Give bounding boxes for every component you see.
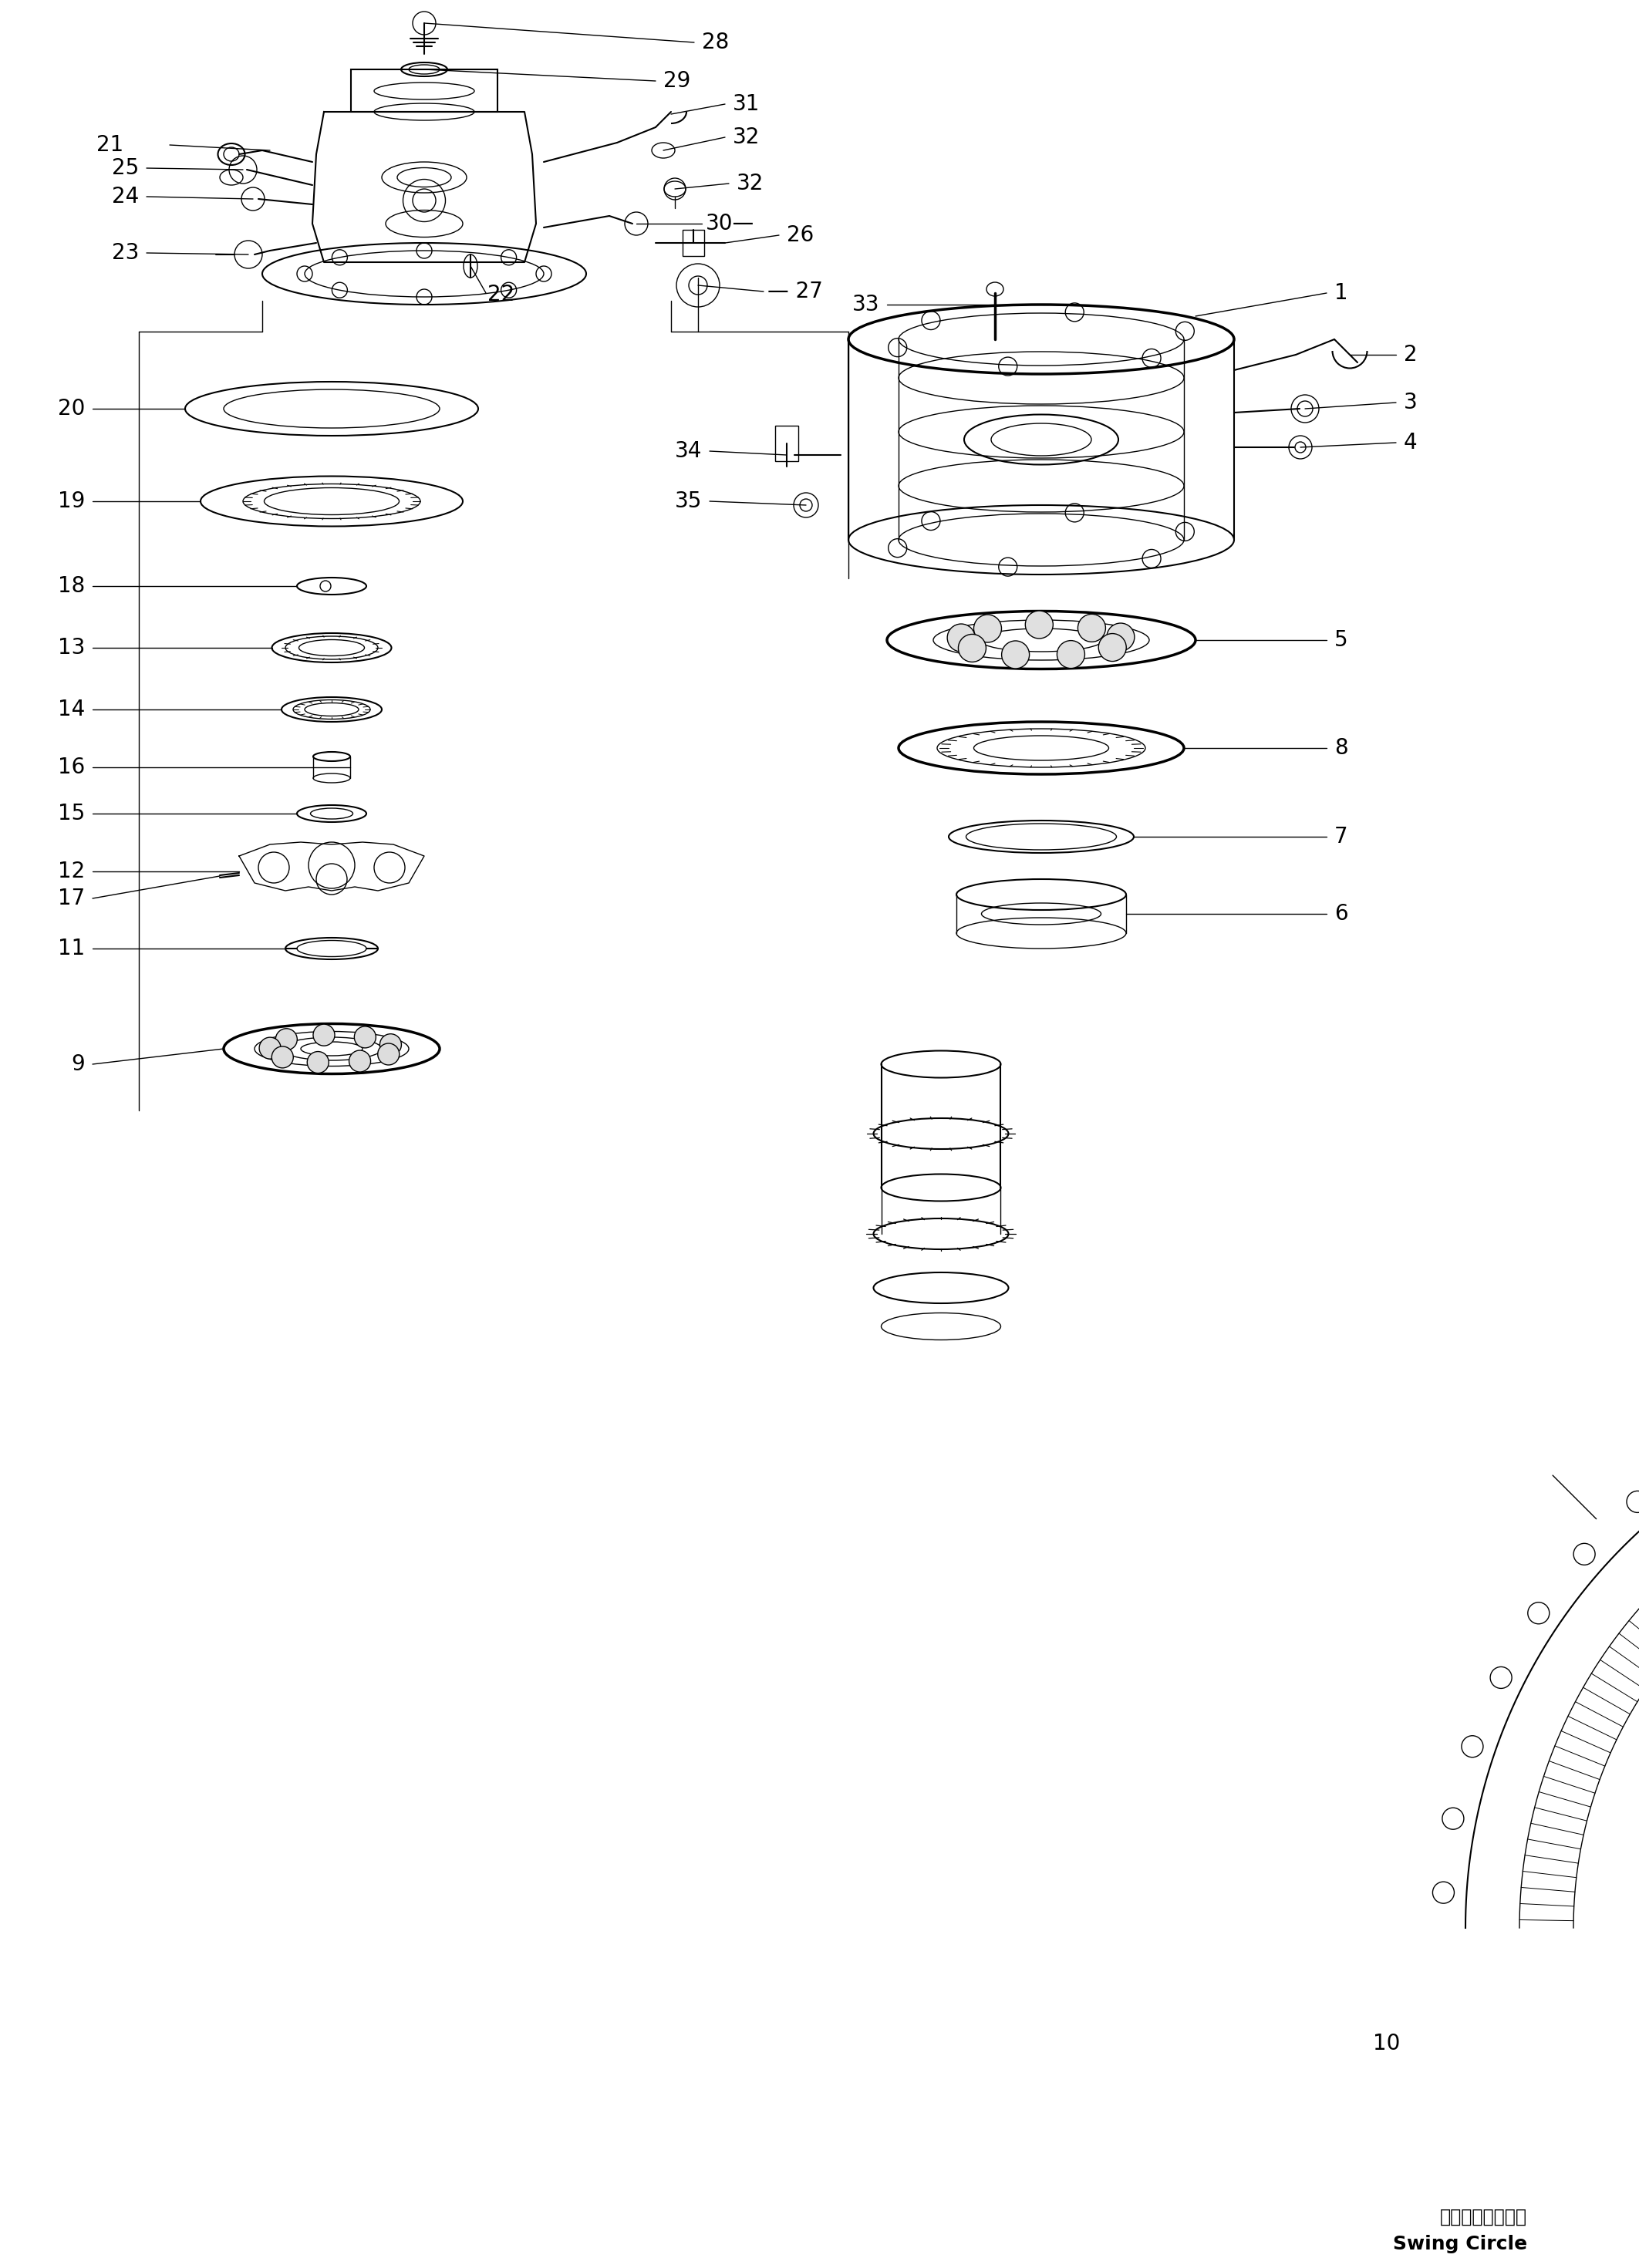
Circle shape: [259, 1036, 280, 1059]
Circle shape: [306, 1052, 329, 1073]
Text: 16: 16: [57, 758, 85, 778]
Circle shape: [959, 635, 987, 662]
Text: 1: 1: [1334, 281, 1347, 304]
Text: 35: 35: [675, 490, 701, 513]
Text: 33: 33: [852, 295, 879, 315]
Circle shape: [380, 1034, 402, 1055]
Text: 32: 32: [733, 127, 760, 147]
Text: 26: 26: [787, 225, 815, 245]
Text: 15: 15: [57, 803, 85, 823]
Bar: [351, 70, 498, 111]
Text: 14: 14: [57, 699, 85, 721]
Circle shape: [272, 1046, 293, 1068]
Text: 3: 3: [1403, 392, 1418, 413]
Text: 21: 21: [97, 134, 123, 156]
Text: 6: 6: [1334, 903, 1347, 925]
Bar: [775, 426, 798, 460]
Circle shape: [1078, 615, 1106, 642]
Text: 2: 2: [1403, 345, 1418, 365]
Circle shape: [1098, 633, 1126, 662]
Text: 22: 22: [487, 284, 515, 306]
Text: 31: 31: [733, 93, 760, 116]
Text: 30—: 30—: [706, 213, 754, 234]
Circle shape: [1026, 610, 1054, 640]
Circle shape: [974, 615, 1001, 642]
Text: Swing Circle: Swing Circle: [1393, 2234, 1528, 2254]
Text: スイングサークル: スイングサークル: [1441, 2207, 1528, 2227]
Circle shape: [377, 1043, 400, 1066]
Text: 5: 5: [1334, 628, 1347, 651]
Text: 19: 19: [57, 490, 85, 513]
Text: 20: 20: [57, 397, 85, 420]
Text: 17: 17: [57, 887, 85, 909]
Circle shape: [1106, 624, 1134, 651]
Text: — 27: — 27: [767, 281, 823, 302]
Circle shape: [947, 624, 975, 651]
Text: 7: 7: [1334, 826, 1347, 848]
Text: 13: 13: [57, 637, 85, 658]
Circle shape: [1057, 640, 1085, 669]
Text: 8: 8: [1334, 737, 1347, 760]
Text: 4: 4: [1403, 431, 1418, 454]
Circle shape: [349, 1050, 370, 1073]
Text: 9: 9: [70, 1052, 85, 1075]
Text: 11: 11: [57, 937, 85, 959]
Text: 23: 23: [111, 243, 139, 263]
Text: 10: 10: [1373, 2032, 1400, 2055]
Text: 32: 32: [736, 172, 764, 195]
Text: 29: 29: [664, 70, 690, 91]
Circle shape: [313, 1025, 334, 1046]
Circle shape: [1001, 642, 1029, 669]
Text: 28: 28: [701, 32, 729, 52]
Text: 25: 25: [111, 156, 139, 179]
Bar: [682, 229, 705, 256]
Circle shape: [275, 1030, 297, 1050]
Text: 34: 34: [675, 440, 701, 463]
Text: 18: 18: [57, 576, 85, 596]
Text: 12: 12: [57, 860, 85, 882]
Text: 24: 24: [111, 186, 139, 206]
Circle shape: [354, 1027, 375, 1048]
